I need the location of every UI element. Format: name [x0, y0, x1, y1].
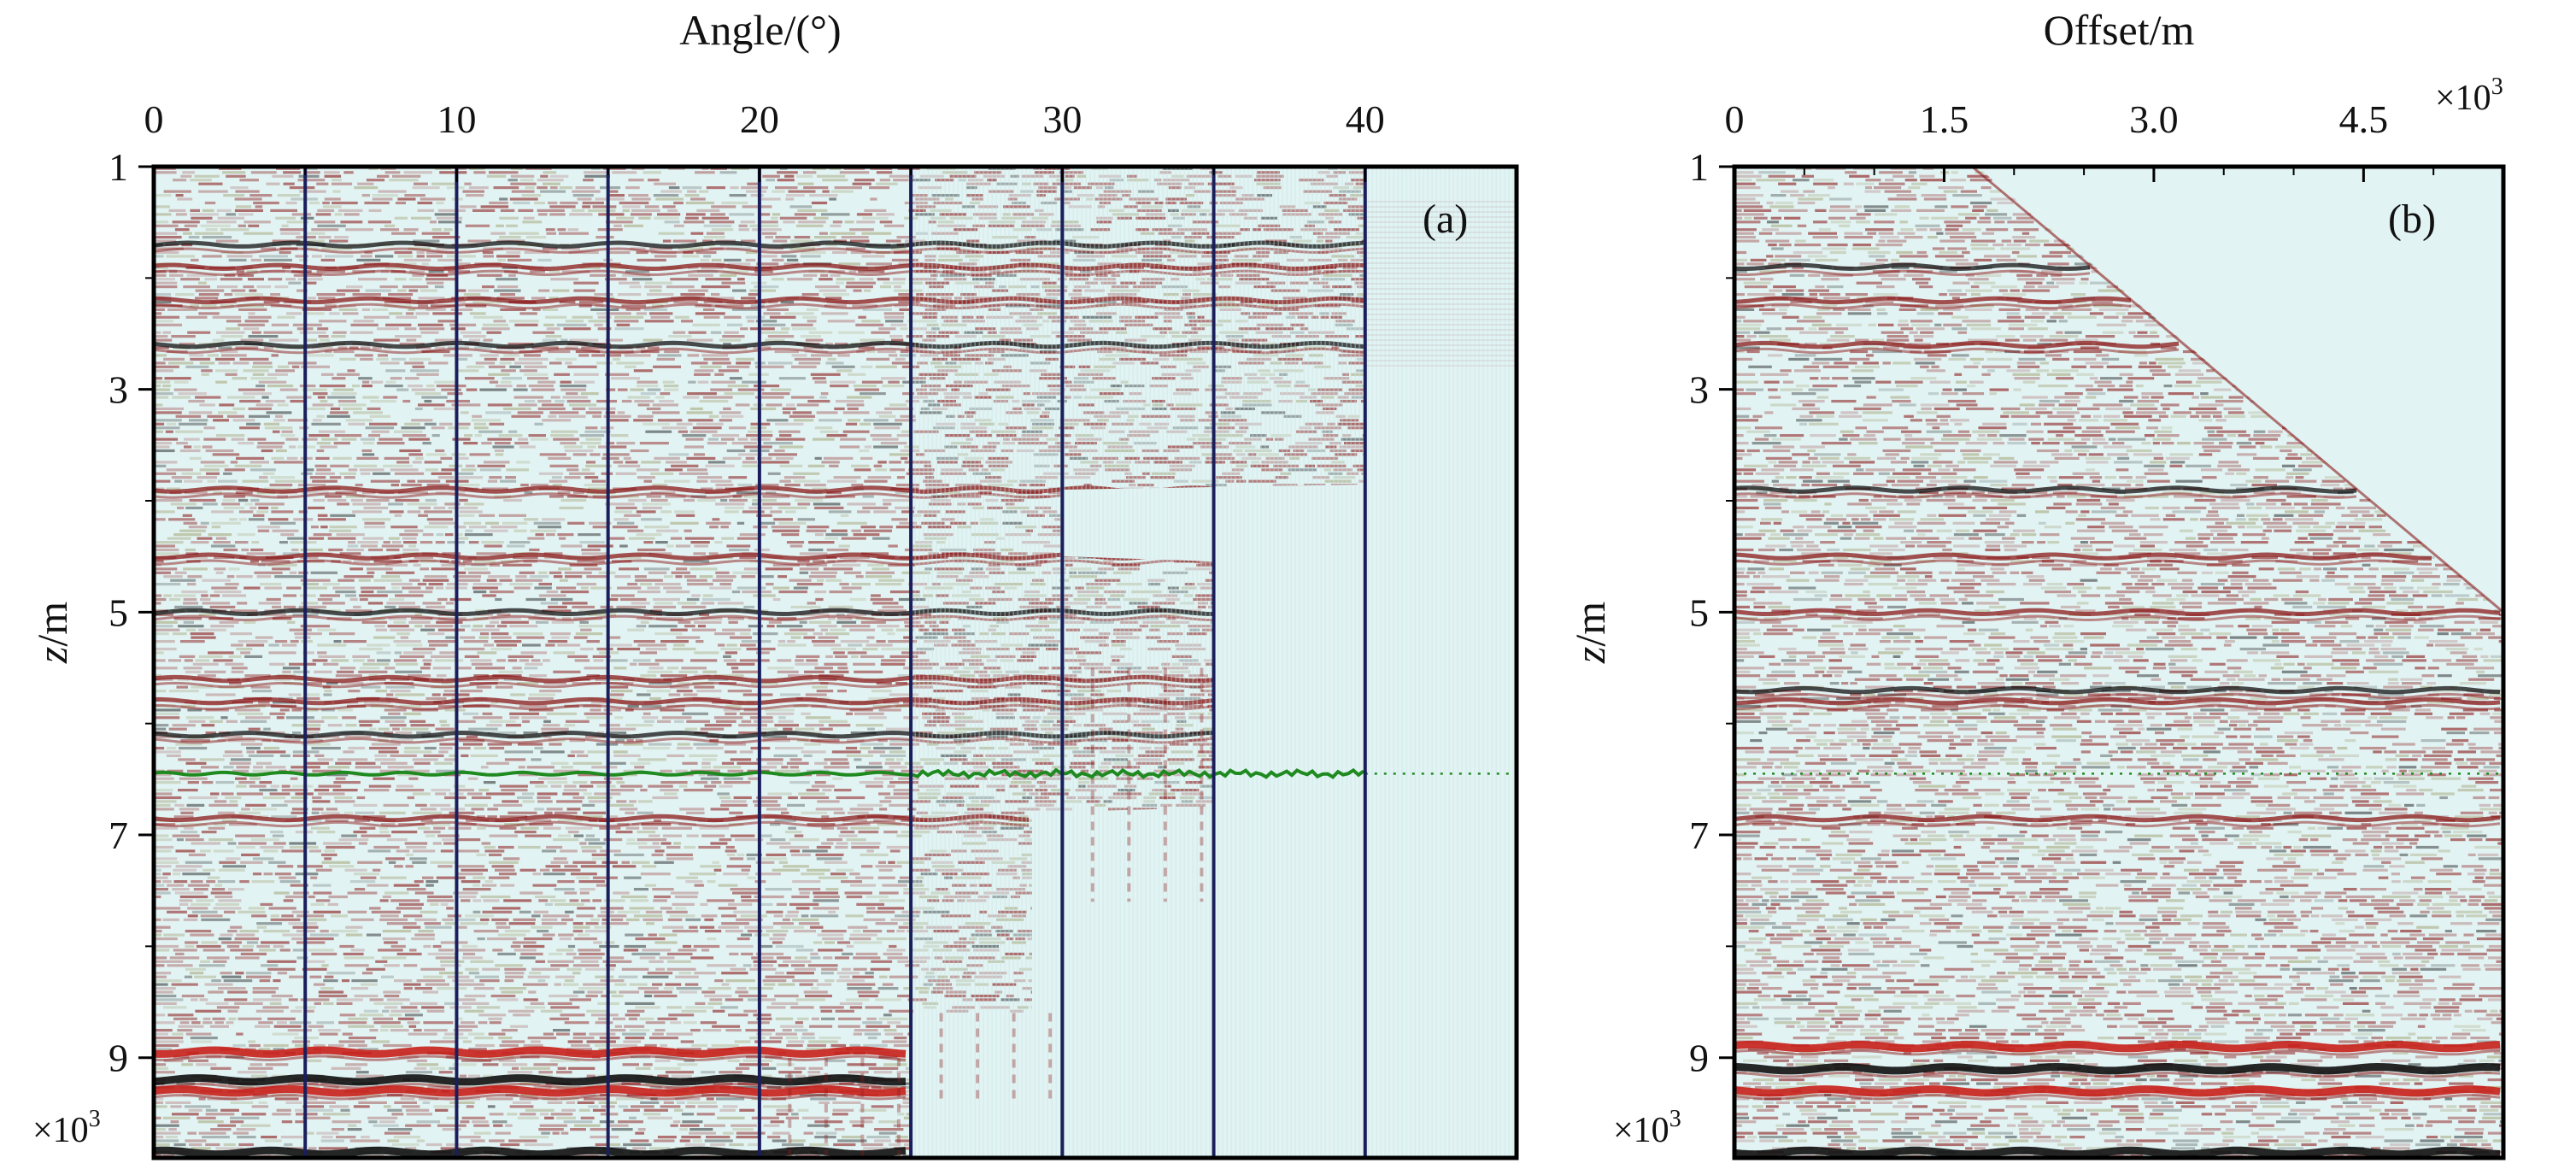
ytick-label: 5 — [109, 590, 128, 634]
xtick-label: 30 — [1042, 97, 1082, 141]
panel-a-texture — [154, 167, 1392, 1158]
panel-b-yticks: 1 3 5 7 9 — [1689, 145, 1734, 1080]
xtick-label: 3.0 — [2129, 97, 2179, 141]
xtick-label: 0 — [144, 97, 164, 141]
panel-a-xlabel: Angle/(°) — [679, 6, 841, 54]
xtick-label: 20 — [740, 97, 779, 141]
ytick-label: 9 — [109, 1037, 128, 1080]
panel-b-xlabel: Offset/m — [2044, 6, 2195, 54]
xtick-label: 1.5 — [1920, 97, 1969, 141]
panel-b-texture — [1734, 167, 2503, 1158]
panel-b-mute-zone — [1971, 167, 2503, 614]
panel-a-label: (a) — [1423, 197, 1468, 242]
ytick-label: 7 — [109, 814, 128, 857]
panel-a: Angle/(°) z/m 0 10 20 30 40 1 3 5 7 9 ×103 (a) — [28, 6, 1519, 1160]
panel-a-seismic — [154, 167, 1517, 1158]
panel-b-frame — [1732, 164, 2506, 1160]
panel-b-label: (b) — [2388, 197, 2436, 242]
panel-a-xticks: 0 10 20 30 40 — [144, 97, 1517, 182]
panel-b-reflectors — [1734, 262, 2501, 1158]
ytick-label: 5 — [1689, 590, 1709, 634]
xtick-label: 40 — [1346, 97, 1385, 141]
ytick-label: 3 — [109, 368, 128, 412]
panel-b-ylabel: z/m — [1566, 602, 1614, 664]
xtick-label: 10 — [437, 97, 476, 141]
ytick-label: 1 — [109, 145, 128, 189]
ytick-label: 1 — [1689, 145, 1709, 189]
ytick-label: 9 — [1689, 1037, 1709, 1080]
panel-a-frame — [151, 164, 1519, 1160]
panel-b-xticks: 0 1.5 3.0 4.5 — [1725, 97, 2504, 182]
ytick-label: 3 — [1689, 368, 1709, 412]
panel-a-gather-lines — [303, 167, 1367, 1158]
panel-b-ymultiplier: ×103 — [1613, 1106, 1681, 1150]
panel-b-xmultiplier: ×103 — [2435, 73, 2503, 118]
ytick-label: 7 — [1689, 814, 1709, 857]
xtick-label: 4.5 — [2339, 97, 2389, 141]
panel-b-seismic — [1734, 167, 2503, 1158]
xtick-label: 0 — [1725, 97, 1745, 141]
panel-a-yticks: 1 3 5 7 9 — [109, 145, 154, 1080]
panel-a-ymultiplier: ×103 — [32, 1106, 101, 1150]
panel-a-ylabel: z/m — [28, 602, 76, 664]
